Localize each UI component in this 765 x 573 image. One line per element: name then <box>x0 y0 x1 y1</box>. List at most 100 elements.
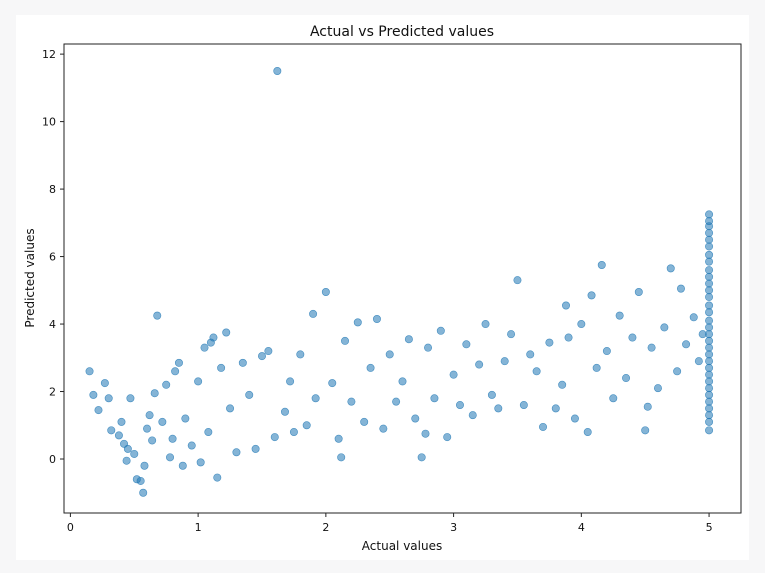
data-point <box>162 380 171 389</box>
data-point <box>545 338 554 347</box>
data-point <box>158 417 167 426</box>
data-point <box>289 428 298 437</box>
data-point <box>673 367 682 376</box>
data-point <box>309 309 318 318</box>
data-point <box>196 458 205 467</box>
data-point <box>122 456 131 465</box>
data-point <box>551 404 560 413</box>
data-point <box>213 473 222 482</box>
data-point <box>597 261 606 270</box>
data-point <box>705 390 714 399</box>
data-point <box>264 347 273 356</box>
data-point <box>705 250 714 259</box>
data-point <box>139 488 148 497</box>
data-point <box>705 272 714 281</box>
data-point <box>558 380 567 389</box>
data-point <box>204 428 213 437</box>
data-point <box>689 313 698 322</box>
x-tick-label: 0 <box>67 521 74 534</box>
data-point <box>705 242 714 251</box>
data-point <box>302 421 311 430</box>
data-point <box>628 333 637 342</box>
data-point <box>181 414 190 423</box>
data-point <box>311 394 320 403</box>
data-point <box>226 404 235 413</box>
data-point <box>117 417 126 426</box>
data-point <box>411 414 420 423</box>
y-tick-label: 6 <box>49 251 56 264</box>
data-point <box>145 411 154 420</box>
data-point <box>321 287 330 296</box>
data-point <box>487 390 496 399</box>
data-point <box>187 441 196 450</box>
data-point <box>366 363 375 372</box>
data-point <box>705 363 714 372</box>
data-point <box>251 444 260 453</box>
data-point <box>705 350 714 359</box>
data-point <box>587 291 596 300</box>
x-axis-label: Actual values <box>362 539 442 553</box>
data-points <box>85 66 714 497</box>
data-point <box>705 370 714 379</box>
data-point <box>143 424 152 433</box>
data-point <box>130 449 139 458</box>
data-point <box>519 401 528 410</box>
data-point <box>270 433 279 442</box>
data-point <box>404 335 413 344</box>
data-point <box>455 401 464 410</box>
data-point <box>705 308 714 317</box>
data-point <box>705 323 714 332</box>
data-point <box>705 426 714 435</box>
data-point <box>398 377 407 386</box>
data-point <box>615 311 624 320</box>
data-point <box>153 311 162 320</box>
data-point <box>232 448 241 457</box>
data-point <box>341 336 350 345</box>
data-point <box>114 431 123 440</box>
data-point <box>609 394 618 403</box>
data-point <box>513 276 522 285</box>
data-point <box>666 264 675 273</box>
data-point <box>468 411 477 420</box>
data-point <box>653 384 662 393</box>
plot-frame <box>63 43 742 514</box>
data-point <box>705 411 714 420</box>
data-point <box>526 350 535 359</box>
x-tick-label: 2 <box>322 521 329 534</box>
data-point <box>136 476 145 485</box>
data-point <box>705 404 714 413</box>
data-point <box>705 210 714 219</box>
data-point <box>209 333 218 342</box>
data-point <box>148 436 157 445</box>
data-point <box>705 293 714 302</box>
data-point <box>449 370 458 379</box>
data-point <box>570 414 579 423</box>
data-point <box>583 428 592 437</box>
data-point <box>126 394 135 403</box>
data-point <box>532 367 541 376</box>
data-point <box>89 390 98 399</box>
data-point <box>273 66 282 75</box>
data-point <box>443 433 452 442</box>
data-point <box>417 453 426 462</box>
data-point <box>643 402 652 411</box>
data-point <box>577 320 586 329</box>
data-point <box>462 340 471 349</box>
data-point <box>257 352 266 361</box>
data-point <box>286 377 295 386</box>
y-axis: 0 2 4 6 8 10 12 <box>42 48 64 466</box>
data-point <box>100 379 109 388</box>
x-tick-label: 3 <box>450 521 457 534</box>
data-point <box>641 426 650 435</box>
data-point <box>217 363 226 372</box>
data-point <box>562 301 571 310</box>
data-point <box>705 301 714 310</box>
data-point <box>360 417 369 426</box>
data-point <box>705 257 714 266</box>
x-tick-label: 1 <box>195 521 202 534</box>
data-point <box>296 350 305 359</box>
data-point <box>705 222 714 231</box>
data-point <box>705 316 714 325</box>
